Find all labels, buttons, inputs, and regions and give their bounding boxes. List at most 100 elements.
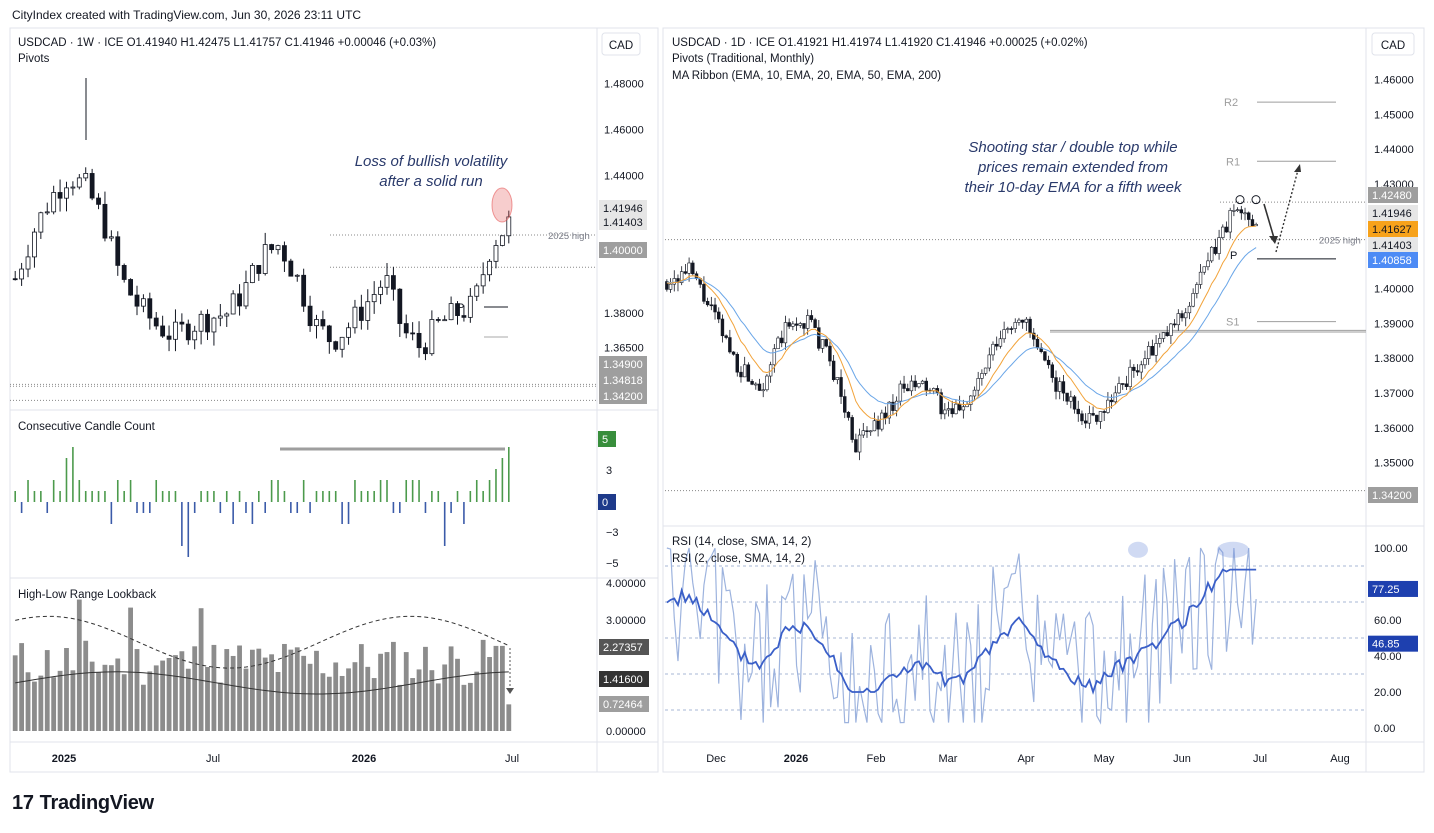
daily-x-tick: May [1094,753,1115,765]
daily-price-pane: 1.460001.450001.440001.430001.400001.390… [665,74,1418,503]
daily-candle [1102,411,1106,413]
daily-candle [961,406,966,411]
hll-bar [371,678,377,731]
hll-bar [307,663,313,731]
daily-candle [757,383,762,391]
daily-price-tag: 1.34200 [1372,490,1412,502]
daily-candle [987,354,991,369]
weekly-price-tag: 1.34900 [603,359,643,371]
currency-button[interactable] [1371,32,1415,56]
daily-candle [846,411,851,418]
hll-bar [294,647,300,731]
daily-candle [754,383,758,386]
daily-price-tag-bg [1368,252,1418,268]
daily-x-tick: Dec [706,753,726,765]
daily-y-tick: 1.44000 [1374,144,1414,156]
weekly-candle [275,245,281,251]
weekly-candle [371,294,377,303]
hll-tick: 4.00000 [606,578,646,590]
daily-candle [1172,323,1177,326]
high-low-range-pane: 4.00000 3.00000 0.00000 2.27357 1.41600 0.724… [12,578,649,738]
weekly-annotation-line-2: after a solid run [379,173,482,190]
daily-y-tick: 1.36000 [1374,423,1414,435]
weekly-candle [70,186,76,189]
hll-tag: 2.27357 [603,642,643,654]
weekly-candle [134,294,140,307]
rsi-y-tick: 60.00 [1374,615,1402,627]
daily-candle [1054,377,1058,392]
ccc-tick: −3 [606,527,619,539]
daily-candle [1202,266,1206,273]
weekly-price-tag: 1.34818 [603,375,643,387]
daily-candle [1169,323,1173,336]
daily-candle [1117,383,1121,394]
weekly-y-tick: 1.48000 [604,78,644,90]
daily-candle [954,403,958,415]
daily-candle [742,364,747,378]
daily-candle [976,378,980,391]
daily-candle [1198,271,1203,285]
currency-button[interactable] [601,32,641,56]
hll-bar [339,675,345,731]
daily-candle [983,367,988,374]
hll-bar [237,645,242,731]
weekly-highlight-ellipse [491,187,513,223]
daily-candle [1098,411,1103,422]
hll-average-line [15,671,509,695]
weekly-candle [205,313,210,333]
daily-candle [731,351,736,355]
daily-candle [924,380,928,391]
hll-bar [506,704,512,731]
hll-bar [179,651,185,731]
hll-bar [403,652,409,731]
weekly-pivot-label: P [457,302,464,314]
weekly-candle [243,282,249,307]
daily-candle [1128,366,1132,387]
daily-candle [1006,328,1010,330]
hll-bar [243,668,249,731]
daily-y-tick: 1.45000 [1374,109,1414,121]
weekly-price-tag: 1.40000 [603,245,643,257]
daily-candle [980,373,984,379]
daily-candle [1217,237,1221,254]
tradingview-wordmark: TradingView [39,792,154,814]
weekly-y-tick: 1.44000 [604,170,644,182]
weekly-candle [160,325,166,337]
daily-candle [783,322,788,344]
hll-bar [166,657,172,731]
hll-bar [205,667,210,731]
daily-pivots-label: Pivots (Traditional, Monthly) [672,53,814,65]
daily-candle [891,401,895,411]
daily-candle [1013,322,1017,329]
hll-bar [70,670,76,731]
weekly-candle [467,295,473,318]
currency-label: CAD [1381,40,1405,52]
daily-candle [1243,212,1247,215]
daily-candle [802,323,806,329]
weekly-price-tag-bg [599,372,647,388]
daily-chart-panel[interactable]: USDCAD · 1D · ICE O1.41921 H1.41974 L1.4… [660,0,1434,780]
weekly-chart-panel[interactable]: USDCAD · 1W · ICE O1.41940 H1.42475 L1.4… [0,0,660,780]
weekly-candle [83,173,89,179]
weekly-candle [121,265,127,280]
daily-price-tag: 1.42480 [1372,190,1412,202]
hll-bar [249,649,255,731]
daily-candle [728,337,732,353]
hll-bar [487,657,492,731]
pivot-p-label: P [1230,250,1237,262]
hll-title: High-Low Range Lookback [18,589,156,601]
daily-candle [957,403,962,411]
daily-candle [765,375,769,391]
daily-annotation-line-2: prices remain extended from [977,159,1168,176]
weekly-candle [346,327,351,338]
rsi-14-tag: 77.25 [1372,584,1400,596]
daily-candle [1235,209,1240,211]
hll-tag-bg [599,639,649,655]
daily-candle [1058,381,1062,392]
pivot-s1-label: S1 [1226,317,1239,329]
weekly-candle [352,306,358,329]
daily-candle [1176,313,1181,326]
daily-candle [1080,413,1084,422]
weekly-candle [192,330,198,341]
tradingview-brand[interactable]: 17 TradingView [12,792,154,815]
